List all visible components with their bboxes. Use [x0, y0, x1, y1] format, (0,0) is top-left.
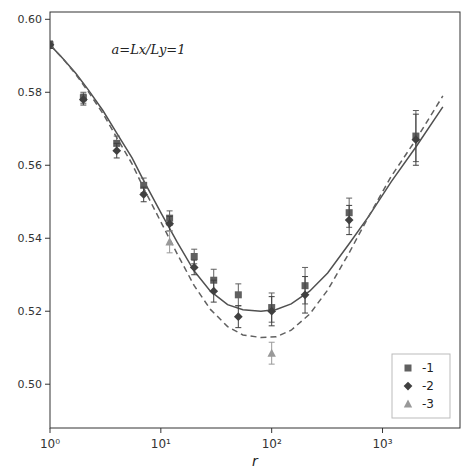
y-tick: [45, 384, 50, 385]
legend: -1 -2 -3: [392, 354, 450, 418]
marker: [79, 95, 88, 104]
y-tick: [45, 311, 50, 312]
marker: [234, 312, 243, 321]
legend-label: -3: [422, 397, 434, 411]
y-tick-label: 0.54: [18, 232, 43, 245]
x-tick-label: 10¹: [151, 437, 171, 451]
y-tick: [45, 238, 50, 239]
marker: [165, 237, 173, 245]
y-tick-label: 0.58: [18, 86, 43, 99]
plot-area: [50, 40, 443, 364]
plot-frame: [50, 12, 460, 428]
fit-curve: [50, 45, 443, 311]
series-3: [50, 40, 420, 327]
y-tick-label: 0.60: [18, 13, 43, 26]
x-tick: [271, 428, 272, 433]
marker: [209, 287, 218, 296]
error-bar: [235, 284, 241, 306]
x-axis-label: r: [252, 453, 259, 469]
marker: [412, 135, 421, 144]
x-tick: [160, 428, 161, 433]
marker: [190, 263, 199, 272]
marker: [112, 146, 121, 155]
marker: [235, 291, 242, 298]
legend-label: -2: [422, 379, 434, 393]
legend-symbol: [404, 399, 412, 407]
marker: [191, 253, 198, 260]
x-tick: [382, 428, 383, 433]
marker: [139, 190, 148, 199]
marker: [267, 307, 276, 316]
x-tick-label: 10³: [372, 437, 392, 451]
y-tick: [45, 92, 50, 93]
x-tick: [50, 428, 51, 433]
legend-symbol: [405, 365, 412, 372]
series-4: [165, 231, 275, 364]
marker: [165, 219, 174, 228]
fit-curve: [50, 45, 443, 338]
y-tick-label: 0.50: [18, 378, 43, 391]
legend-box: [392, 354, 450, 418]
y-tick-label: 0.56: [18, 159, 43, 172]
legend-symbol: [404, 382, 413, 391]
marker: [345, 216, 354, 225]
marker: [50, 41, 54, 48]
y-tick: [45, 165, 50, 166]
marker: [50, 40, 54, 49]
x-tick-label: 10⁰: [40, 437, 60, 451]
marker: [267, 349, 275, 357]
marker: [301, 290, 310, 299]
chart: 0.50 0.52 0.54 0.56 0.58 0.60 10⁰ 10¹ 10² 10³ r a=L…: [0, 0, 474, 474]
x-tick-label: 10²: [262, 437, 282, 451]
y-tick-label: 0.52: [18, 305, 43, 318]
axes: 0.50 0.52 0.54 0.56 0.58 0.60 10⁰ 10¹ 10² 10³: [18, 12, 461, 451]
legend-label: -1: [422, 361, 434, 375]
y-tick: [45, 19, 50, 20]
annotation: a=Lx/Ly=1: [112, 42, 186, 57]
series-2: [50, 41, 419, 322]
